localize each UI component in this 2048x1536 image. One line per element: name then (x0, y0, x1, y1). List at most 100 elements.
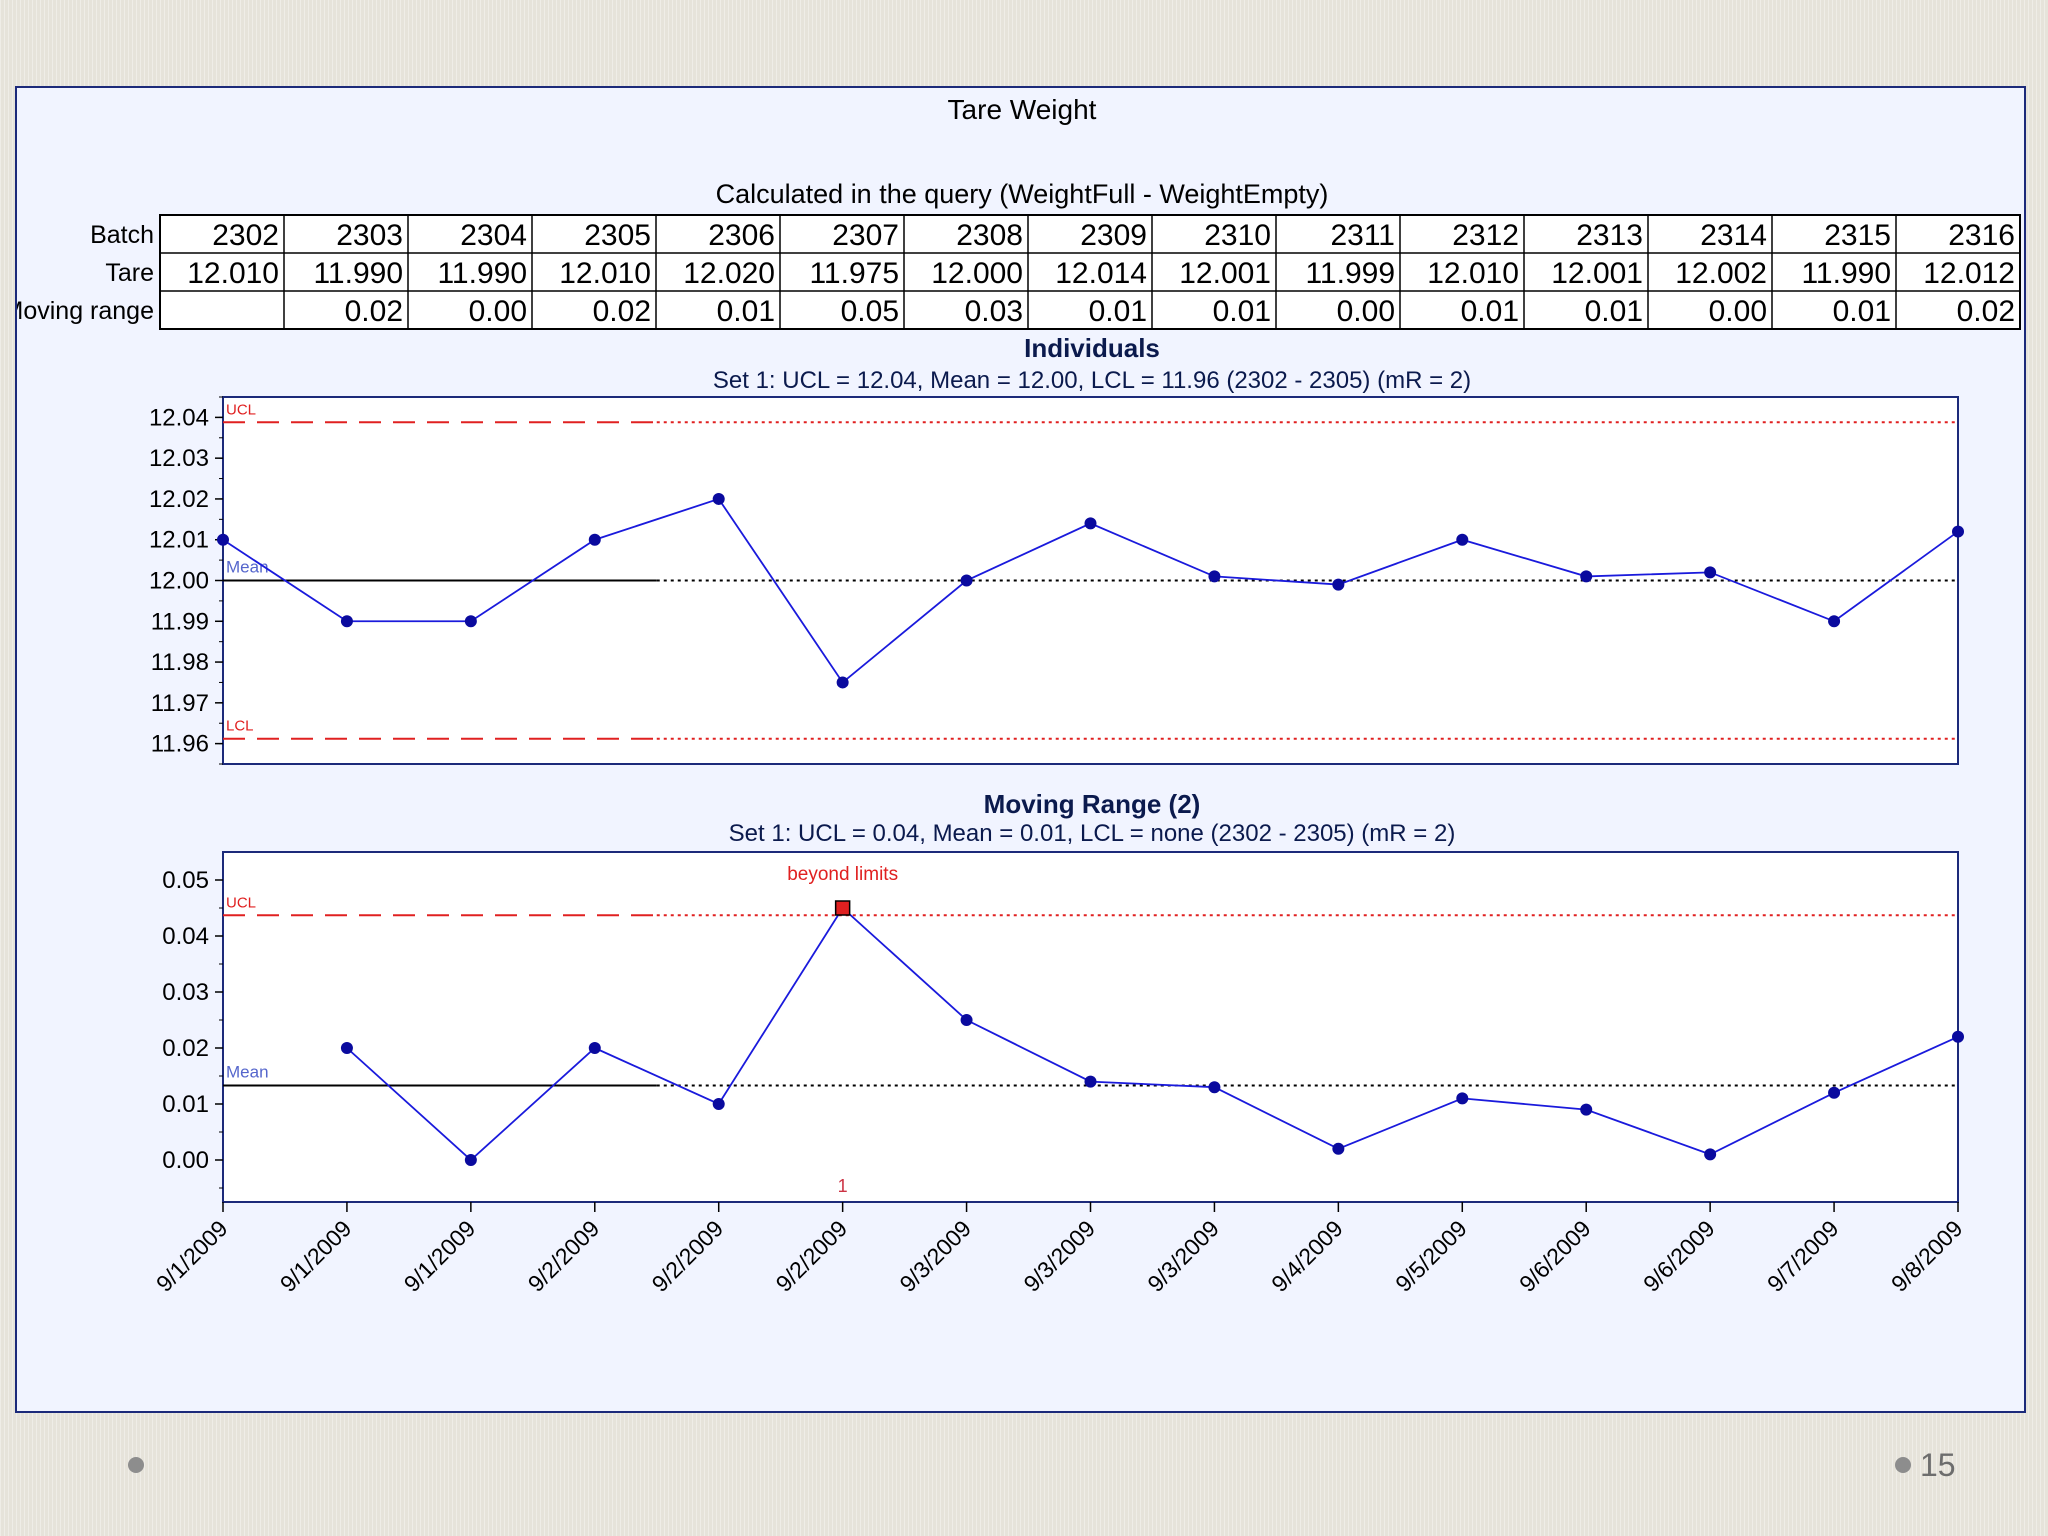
page-number: 15 (1920, 1447, 1956, 1483)
table-cell-tare: 11.990 (437, 257, 527, 290)
table-cell-tare: 12.010 (559, 257, 651, 290)
x-tick-label: 9/4/2009 (1266, 1215, 1348, 1297)
table-row-label: Batch (90, 221, 154, 249)
table-cell-tare: 11.975 (809, 257, 899, 290)
x-tick-label: 9/3/2009 (894, 1215, 976, 1297)
table-cell-moving-range: 0.01 (1089, 295, 1147, 328)
moving-range-beyond-limits-label: beyond limits (787, 864, 898, 885)
individuals-y-tick-label: 12.01 (149, 527, 209, 554)
chart-panel: Tare Weight Calculated in the query (Weig… (15, 86, 2026, 1413)
table-cell-moving-range: 0.00 (1709, 295, 1767, 328)
individuals-data-point (464, 615, 477, 628)
moving-range-data-point (1828, 1086, 1841, 1099)
moving-range-data-point (960, 1014, 973, 1026)
individuals-data-point (1084, 517, 1097, 530)
table-cell-batch: 2310 (1204, 219, 1271, 252)
x-tick-label: 9/5/2009 (1390, 1215, 1472, 1297)
moving-range-y-tick-label: 0.00 (162, 1147, 209, 1174)
moving-range-data-point (464, 1154, 477, 1166)
individuals-data-point (712, 492, 725, 505)
table-cell-batch: 2304 (460, 219, 527, 252)
table-cell-moving-range: 0.02 (1957, 295, 2015, 328)
table-cell-batch: 2311 (1330, 219, 1395, 252)
moving-range-y-tick-label: 0.01 (162, 1091, 209, 1118)
individuals-y-tick-label: 11.96 (151, 731, 209, 758)
individuals-data-point (836, 676, 849, 689)
individuals-data-point (960, 574, 973, 587)
x-tick-label: 9/6/2009 (1514, 1215, 1596, 1297)
moving-range-y-tick-label: 0.02 (162, 1035, 209, 1062)
table-cell-tare: 11.990 (1801, 257, 1891, 290)
moving-range-y-tick-label: 0.04 (162, 923, 209, 950)
individuals-y-tick-label: 11.97 (151, 690, 209, 717)
table-cell-tare: 12.012 (1923, 257, 2015, 290)
individuals-data-point (1952, 525, 1964, 538)
moving-range-chart-subtitle: Set 1: UCL = 0.04, Mean = 0.01, LCL = no… (729, 820, 1456, 847)
table-cell-batch: 2307 (832, 219, 899, 252)
individuals-data-point (588, 533, 601, 546)
chart-title: Tare Weight (948, 94, 1097, 125)
moving-range-data-point (1456, 1092, 1469, 1105)
moving-range-rule-marker: 1 (838, 1176, 848, 1196)
individuals-data-point (217, 533, 229, 546)
table-cell-moving-range: 0.01 (1461, 295, 1519, 328)
individuals-data-point (1456, 533, 1469, 546)
table-cell-tare: 12.010 (1427, 257, 1519, 290)
moving-range-mean-label: Mean (226, 1063, 269, 1082)
individuals-y-tick-label: 12.03 (149, 445, 209, 472)
moving-range-data-point (588, 1042, 601, 1054)
table-cell-moving-range: 0.00 (1337, 295, 1395, 328)
table-row-label: Moving range (17, 297, 154, 325)
moving-range-data-point (1208, 1081, 1221, 1094)
moving-range-y-tick-label: 0.05 (162, 867, 209, 894)
moving-range-plot-area (222, 851, 1959, 1203)
table-cell-moving-range: 0.01 (717, 295, 775, 328)
individuals-chart-subtitle: Set 1: UCL = 12.04, Mean = 12.00, LCL = … (713, 367, 1471, 394)
table-cell-batch: 2316 (1948, 219, 2015, 252)
table-cell-moving-range: 0.01 (1585, 295, 1643, 328)
table-cell-batch: 2315 (1824, 219, 1891, 252)
individuals-mean-label: Mean (226, 558, 269, 577)
table-cell-moving-range: 0.05 (841, 295, 899, 328)
moving-range-data-point (1952, 1030, 1964, 1043)
table-cell-batch: 2305 (584, 219, 651, 252)
moving-range-data-point (340, 1042, 353, 1054)
x-tick-label: 9/6/2009 (1638, 1215, 1720, 1297)
x-tick-label: 9/1/2009 (399, 1215, 481, 1297)
moving-range-flagged-point (834, 900, 851, 916)
bullet-left-icon (128, 1457, 144, 1473)
individuals-data-point (1828, 615, 1841, 628)
individuals-y-tick-label: 12.02 (149, 486, 209, 513)
x-tick-label: 9/3/2009 (1018, 1215, 1100, 1297)
individuals-lcl-label: LCL (226, 718, 254, 735)
table-cell-moving-range: 0.03 (965, 295, 1023, 328)
table-cell-tare: 12.020 (683, 257, 775, 290)
table-cell-batch: 2302 (212, 219, 279, 252)
x-tick-label: 9/7/2009 (1762, 1215, 1844, 1297)
table-cell-tare: 12.001 (1179, 257, 1271, 290)
table-cell-tare: 11.999 (1305, 257, 1395, 290)
moving-range-data-point (1084, 1075, 1097, 1088)
chart-subtitle: Calculated in the query (WeightFull - We… (716, 179, 1329, 209)
individuals-data-point (1580, 570, 1593, 583)
table-cell-moving-range: 0.02 (345, 295, 403, 328)
individuals-data-point (1332, 578, 1345, 591)
moving-range-data-point (1704, 1148, 1717, 1161)
x-tick-label: 9/2/2009 (647, 1215, 729, 1297)
table-cell-batch: 2308 (956, 219, 1023, 252)
individuals-data-point (340, 615, 353, 628)
x-tick-label: 9/1/2009 (151, 1215, 233, 1297)
individuals-chart-title: Individuals (1024, 333, 1160, 363)
table-row-label: Tare (105, 259, 154, 287)
moving-range-data-point (1332, 1142, 1345, 1155)
table-cell-moving-range: 0.01 (1213, 295, 1271, 328)
table-cell-tare: 12.001 (1551, 257, 1643, 290)
individuals-y-tick-label: 12.00 (149, 568, 209, 595)
moving-range-chart-title: Moving Range (2) (984, 789, 1201, 819)
data-table-border (159, 214, 2021, 330)
moving-range-series-line (346, 906, 1959, 1162)
moving-range-data-point (1580, 1103, 1593, 1116)
individuals-data-point (1208, 570, 1221, 583)
table-cell-batch: 2306 (708, 219, 775, 252)
x-tick-label: 9/2/2009 (523, 1215, 605, 1297)
